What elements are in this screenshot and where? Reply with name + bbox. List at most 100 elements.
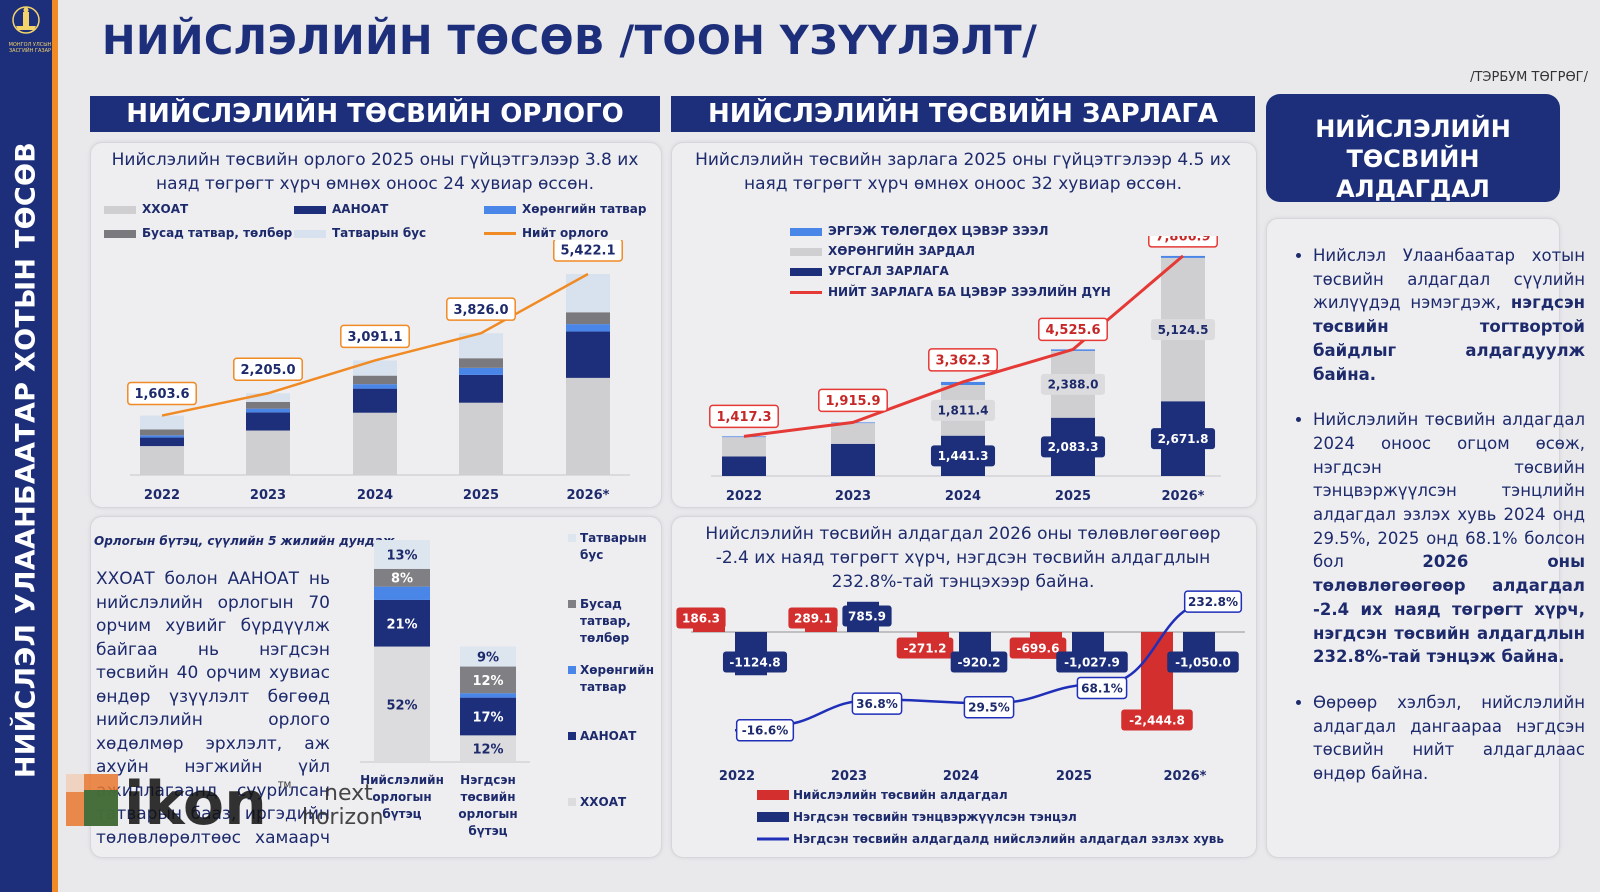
revenue-x-tick: 2025 [463,488,499,503]
structure-legend-swatch [568,798,576,806]
logo-tag-next: next [324,781,373,806]
legend-item-5: Нийт орлого [484,226,608,240]
revenue-bar-татварын-бус-2022 [140,415,184,430]
structure-title: Орлогын бүтэц, сүүлийн 5 жилийн дундаж [94,534,395,548]
expense-x-tick: 2022 [726,489,762,504]
legend-swatch [790,267,822,276]
legend-swatch [484,205,516,214]
expense-bar-хөрөнгийн-зардал-2022 [722,437,766,457]
legend-swatch [104,229,136,238]
expense-bar-label-box [1150,319,1216,341]
structure-legend-label: Хөрөнгийн [580,663,654,677]
revenue-structure-chart: 52% 21% 8% 13% Нийслэлийн орлогын бүтэц 12% 17% 1… [360,531,654,838]
deficit-legend-label: Нэгдсэн төсвийн тэнцвэржүүлсэн тэнцэл [793,810,1077,824]
expense-total-label-box [928,348,998,372]
deficit-share-label-box [963,696,1015,719]
emblem-caption: МОНГОЛ УЛСЫН ЗАСГИЙН ГАЗАР [8,42,52,54]
expense-total-label-box [709,404,779,429]
revenue-bar-ххоат-2025 [459,402,503,475]
expense-bar-урсгал-зарлага-2023 [831,443,875,476]
legend-swatch [294,205,326,214]
revenue-bar-татварын-бус-2024 [353,360,397,376]
expense-bar-label: 5,124.5 [1158,323,1209,337]
deficit-legend-label: Нийслэлийн төсвийн алдагдал [793,788,1008,802]
legend-label: Нийт орлого [522,226,609,240]
revenue-bar-ааноат-2022 [140,437,184,447]
legend-item-2: УРСГАЛ ЗАРЛАГА [790,264,949,278]
deficit-share-label: 68.1% [1081,681,1123,695]
revenue-total-label: 1,603.6 [134,387,189,402]
deficit-x-tick: 2023 [831,769,867,784]
expense-total-line [743,254,1184,438]
revenue-bar-бусад-татвар-төлбөр-2026* [566,312,610,325]
legend-label: Татварын бус [332,226,427,240]
deficit-capital-label: -699.6 [1017,641,1060,655]
structure-bar-хөрөнгийн-татвар-1 [460,693,516,698]
deficit-share-label-box [851,692,903,715]
revenue-section-header: НИЙСЛЭЛИЙН ТӨСВИЙН ОРЛОГО [90,96,660,132]
legend-item-0: ЭРГЭЖ ТӨЛӨГДӨХ ЦЭВЭР ЗЭЭЛ [790,224,1048,238]
revenue-bar-хөрөнгийн-татвар-2026* [566,324,610,332]
sidebar-accent-stripe [52,0,58,892]
structure-legend-swatch [568,534,576,542]
revenue-bar-ххоат-2024 [353,412,397,475]
expense-total-label: 3,362.3 [935,354,990,369]
structure-bar-label: 17% [472,710,503,725]
legend-label: ХӨРӨНГИЙН ЗАРДАЛ [828,244,975,258]
expense-bar-label: 2,388.0 [1048,378,1099,392]
legend-label: ХХОАТ [142,202,189,216]
structure-bar-label: 12% [472,674,503,689]
deficit-share-label: 29.5% [968,701,1010,715]
revenue-bar-ааноат-2026* [566,331,610,378]
revenue-total-label-box [446,297,516,321]
expense-x-tick: 2025 [1055,489,1091,504]
structure-bar-label: 8% [391,572,413,587]
revenue-bar-ааноат-2023 [246,412,290,431]
expense-bar-label-box [1150,428,1216,450]
revenue-bar-хөрөнгийн-татвар-2023 [246,408,290,413]
expense-bar-label: 1,811.4 [938,404,989,418]
structure-legend-label: Татварын [580,531,647,545]
structure-legend-label: ААНОАТ [580,729,637,743]
legend-label: ААНОАТ [332,202,389,216]
structure-bar-татварын-бус-0 [374,540,430,569]
structure-legend-swatch [568,600,576,608]
revenue-bar-хөрөнгийн-татвар-2024 [353,384,397,389]
logo-brand: ikon [124,770,267,839]
logo-tm: TM [277,781,291,791]
expense-chart: 2022 2023 1,441.3 1,811.4 2024 2,083.3 2,388.0… [709,236,1221,504]
structure-bar-хөрөнгийн-татвар-0 [374,586,430,600]
structure-legend-label: бус [580,548,603,562]
deficit-header-line2: ТӨСВИЙН АЛДАГДАЛ [1336,145,1490,203]
revenue-description: Нийслэлийн төсвийн орлого 2025 оны гүйцэ… [111,150,639,194]
deficit-share-label: 36.8% [856,697,898,711]
expense-x-tick: 2024 [945,489,981,504]
deficit-unified-label-box [950,651,1008,673]
deficit-notes: Нийслэл Улаанбаатар хотын төсвийн алдагд… [1295,244,1585,808]
revenue-bar-ааноат-2025 [459,374,503,403]
deficit-x-tick: 2026* [1164,769,1207,784]
expense-bar-label: 1,441.3 [938,449,989,463]
revenue-total-label-box [233,357,303,382]
deficit-legend-swatch [757,790,789,800]
deficit-chart: 186.3 -1124.8 2022 289.1 785.9 2023 -271.2 -920… [676,590,1245,846]
structure-x-tick: бүтэц [468,824,507,838]
revenue-bar-хөрөнгийн-татвар-2025 [459,367,503,375]
deficit-x-tick: 2022 [719,769,755,784]
deficit-capital-label-box [1009,637,1067,659]
structure-bar-ххоат-0 [374,646,430,762]
expense-bar-хөрөнгийн-зардал-2023 [831,423,875,444]
structure-bar-бусад-татвар-төлбөр-1 [460,666,516,694]
revenue-total-label-box [127,381,197,406]
legend-label: Хөрөнгийн татвар [522,202,647,216]
deficit-header-line1: НИЙСЛЭЛИЙН [1315,115,1511,143]
revenue-total-label: 3,826.0 [453,303,508,318]
deficit-capital-label-box [788,607,838,629]
logo-tag-horizon: horizon [302,805,384,830]
structure-bar-ххоат-1 [460,735,516,762]
structure-bar-label: 52% [386,698,417,713]
deficit-note-3: Өөрөөр хэлбэл, нийслэлийн алдагдал данга… [1313,691,1585,786]
sidebar-title: НИЙСЛЭЛ УЛААНБААТАР ХОТЫН ТӨСӨВ [10,141,42,779]
revenue-x-tick: 2023 [250,488,286,503]
structure-legend-label: ХХОАТ [580,795,627,809]
